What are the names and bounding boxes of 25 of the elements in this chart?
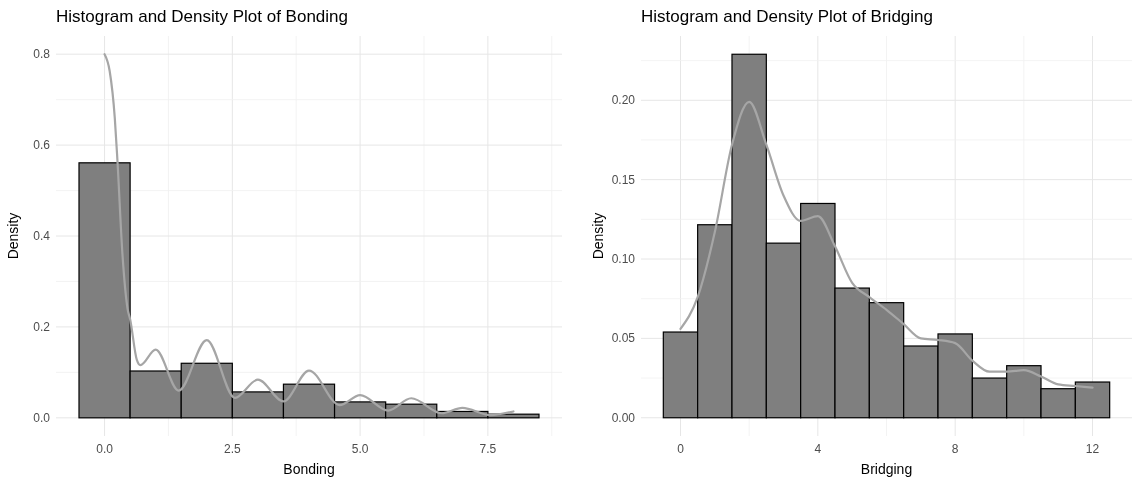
x-tick-label: 12 bbox=[1085, 442, 1100, 456]
x-tick-label: 2.5 bbox=[223, 442, 241, 456]
chart-title: Histogram and Density Plot of Bridging bbox=[641, 7, 933, 26]
y-axis-title: Density bbox=[590, 212, 606, 260]
y-tick-label: 0.0 bbox=[33, 410, 51, 425]
y-tick-label: 0.20 bbox=[611, 93, 636, 108]
y-tick-label: 0.8 bbox=[33, 47, 51, 62]
x-axis-title: Bonding bbox=[283, 461, 335, 477]
y-tick-label: 0.2 bbox=[33, 319, 51, 334]
y-tick-label: 0.00 bbox=[611, 410, 636, 425]
x-tick-label: 0.0 bbox=[96, 442, 114, 456]
y-tick-label: 0.10 bbox=[611, 252, 636, 267]
line-series bbox=[103, 53, 515, 417]
y-tick-label: 0.4 bbox=[33, 229, 51, 243]
y-axis-title: Density bbox=[5, 212, 21, 260]
y-tick-label: 0.6 bbox=[33, 138, 51, 153]
chart-title: Histogram and Density Plot of Bonding bbox=[56, 7, 348, 26]
x-tick-label: 8 bbox=[951, 442, 959, 456]
x-tick-label: 7.5 bbox=[479, 442, 497, 456]
y-tick-label: 0.15 bbox=[611, 172, 636, 187]
x-tick-label: 4 bbox=[814, 442, 822, 456]
y-tick-label: 0.05 bbox=[611, 331, 636, 346]
x-tick-label: 0 bbox=[677, 442, 685, 456]
x-axis-title: Bridging bbox=[860, 461, 913, 477]
x-tick-label: 5.0 bbox=[351, 442, 369, 456]
